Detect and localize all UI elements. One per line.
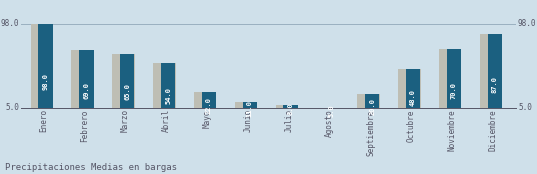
Text: 5.0: 5.0 — [518, 103, 532, 112]
Text: 70.0: 70.0 — [451, 82, 457, 99]
Bar — [31, 24, 53, 112]
Bar — [161, 64, 175, 112]
Text: 98.0: 98.0 — [1, 19, 19, 28]
Bar — [406, 69, 420, 112]
Bar — [71, 50, 94, 112]
Bar — [243, 102, 257, 112]
Text: 48.0: 48.0 — [410, 89, 416, 106]
Bar — [79, 50, 93, 112]
Bar — [398, 69, 420, 112]
Bar — [447, 49, 461, 112]
Bar — [120, 54, 134, 112]
Text: 98.0: 98.0 — [518, 19, 536, 28]
Bar — [365, 94, 379, 112]
Text: 98.0: 98.0 — [42, 73, 48, 90]
Text: 65.0: 65.0 — [124, 83, 130, 100]
Text: 54.0: 54.0 — [165, 87, 171, 104]
Bar — [324, 108, 338, 112]
Bar — [488, 34, 502, 112]
Text: 5.0: 5.0 — [5, 103, 19, 112]
Text: Precipitaciones Medias en bargas: Precipitaciones Medias en bargas — [5, 163, 177, 172]
Text: 11.0: 11.0 — [246, 100, 253, 117]
Bar — [202, 92, 216, 112]
Bar — [480, 34, 502, 112]
Text: 8.0: 8.0 — [287, 102, 294, 115]
Bar — [439, 49, 461, 112]
Text: 5.0: 5.0 — [329, 104, 335, 117]
Text: 20.0: 20.0 — [369, 98, 375, 114]
Bar — [194, 92, 216, 112]
Text: 87.0: 87.0 — [492, 76, 498, 93]
Bar — [316, 108, 339, 112]
Text: 69.0: 69.0 — [83, 82, 89, 99]
Bar — [39, 24, 53, 112]
Text: 22.0: 22.0 — [206, 97, 212, 114]
Bar — [112, 54, 135, 112]
Bar — [284, 105, 297, 112]
Bar — [275, 105, 298, 112]
Bar — [153, 64, 176, 112]
Bar — [235, 102, 257, 112]
Bar — [357, 94, 380, 112]
